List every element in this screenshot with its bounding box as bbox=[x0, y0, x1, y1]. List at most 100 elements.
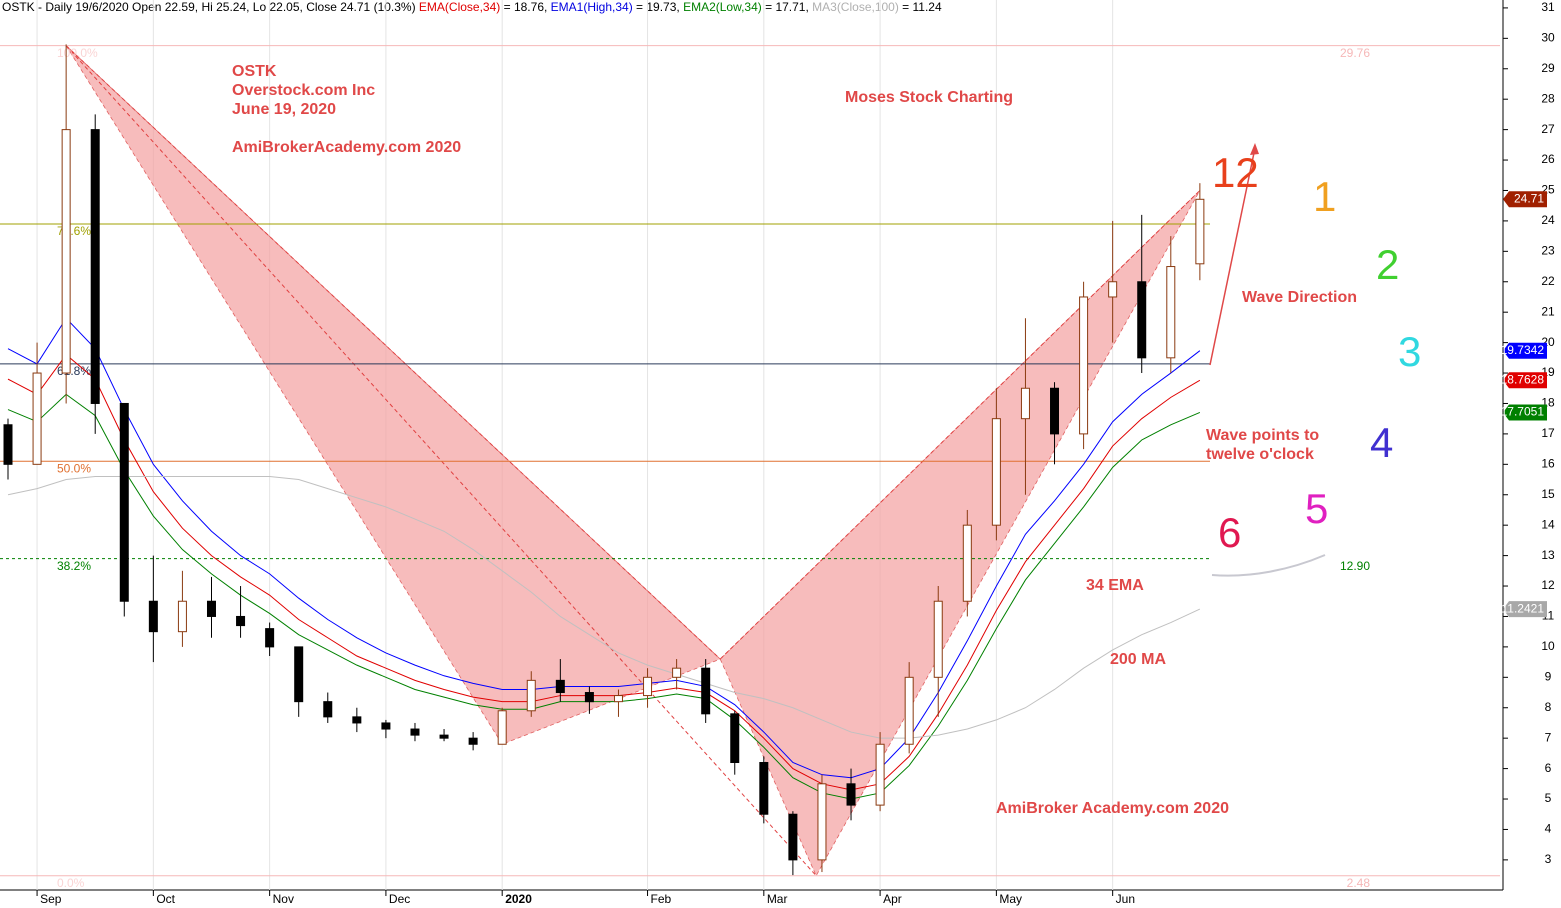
annotation: Overstock.com Inc bbox=[232, 82, 375, 99]
x-tick-label: 2020 bbox=[505, 892, 532, 906]
candle-body bbox=[643, 676, 653, 697]
candle-body bbox=[294, 646, 304, 703]
candle-body bbox=[672, 667, 682, 678]
candle-body bbox=[555, 679, 565, 694]
indicator-line bbox=[7, 393, 1201, 800]
y-tick-label: 21 bbox=[1541, 304, 1555, 318]
y-tick-label: 22 bbox=[1541, 274, 1555, 288]
value-tag bbox=[1503, 191, 1547, 208]
candle-body bbox=[381, 722, 391, 730]
candle-body bbox=[206, 600, 216, 617]
value-tag-label: 17.7051 bbox=[1501, 405, 1545, 419]
y-tick-label: 13 bbox=[1541, 548, 1555, 562]
annotation: AmiBroker Academy.com 2020 bbox=[996, 800, 1229, 817]
candle-body bbox=[148, 600, 158, 633]
candle-body bbox=[701, 667, 711, 715]
fib-label: 100.0% bbox=[57, 46, 98, 60]
indicator-line bbox=[7, 475, 1201, 739]
fib-price-label: 12.90 bbox=[1340, 559, 1370, 573]
header-segment: = 11.24 bbox=[899, 0, 942, 14]
value-tag-label: 11.2421 bbox=[1502, 601, 1545, 615]
x-tick-label: Jun bbox=[1116, 892, 1135, 906]
clock-number: 6 bbox=[1218, 509, 1241, 556]
candle-body bbox=[1166, 266, 1176, 359]
clock-number: 4 bbox=[1370, 419, 1393, 466]
fib-label: 50.0% bbox=[57, 461, 91, 475]
annotation: June 19, 2020 bbox=[232, 101, 336, 118]
annotation: twelve o'clock bbox=[1206, 446, 1314, 463]
header-segment: = 19.73, bbox=[633, 0, 683, 14]
y-tick-label: 26 bbox=[1541, 152, 1555, 166]
candle-body bbox=[90, 129, 100, 404]
annotation: 34 EMA bbox=[1086, 577, 1144, 594]
clock-number: 5 bbox=[1305, 485, 1328, 532]
wave-arrowhead bbox=[1250, 143, 1259, 155]
header-segment: EMA1(High,34) bbox=[551, 0, 633, 14]
candle-body bbox=[468, 737, 478, 745]
y-tick-label: 28 bbox=[1541, 91, 1555, 105]
candle-body bbox=[933, 600, 943, 678]
candle-body bbox=[962, 524, 972, 602]
candle-body bbox=[730, 713, 740, 764]
annotation: OSTK bbox=[232, 63, 277, 80]
candle-body bbox=[439, 734, 449, 739]
candle-body bbox=[323, 701, 333, 718]
value-tag bbox=[1503, 372, 1547, 389]
candle-body bbox=[1050, 387, 1060, 435]
candle-body bbox=[1079, 296, 1089, 435]
candle-body bbox=[846, 783, 856, 806]
candle-body bbox=[613, 695, 623, 703]
y-tick-label: 31 bbox=[1541, 0, 1555, 14]
x-tick-label: Nov bbox=[273, 892, 294, 906]
y-tick-label: 6 bbox=[1545, 761, 1552, 775]
y-tick-label: 9 bbox=[1545, 669, 1552, 683]
candle-body bbox=[3, 424, 13, 465]
y-tick-label: 17 bbox=[1541, 426, 1555, 440]
candle-body bbox=[410, 728, 420, 736]
y-tick-label: 15 bbox=[1541, 487, 1555, 501]
clock-number: 12 bbox=[1212, 149, 1259, 196]
x-tick-label: May bbox=[999, 892, 1022, 906]
header-segment: EMA(Close,34) bbox=[419, 0, 500, 14]
candle-body bbox=[788, 813, 798, 861]
value-tag bbox=[1503, 342, 1547, 359]
annotation: 200 MA bbox=[1110, 651, 1166, 668]
y-tick-label: 7 bbox=[1545, 730, 1552, 744]
y-tick-label: 14 bbox=[1541, 517, 1555, 531]
x-tick-label: Mar bbox=[767, 892, 788, 906]
value-tag bbox=[1503, 404, 1547, 421]
clock-arc bbox=[1211, 554, 1326, 577]
y-tick-label: 16 bbox=[1541, 456, 1555, 470]
header: OSTK - Daily 19/6/2020 Open 22.59, Hi 25… bbox=[2, 0, 942, 14]
candle-body bbox=[352, 716, 362, 724]
y-tick-label: 30 bbox=[1541, 31, 1555, 45]
fib-price-label: 29.76 bbox=[1340, 46, 1370, 60]
clock-number: 3 bbox=[1398, 328, 1421, 375]
candle-body bbox=[1108, 281, 1118, 298]
x-tick-label: Dec bbox=[389, 892, 410, 906]
clock-number: 1 bbox=[1313, 173, 1336, 220]
pattern-leg bbox=[65, 45, 817, 877]
indicator-line bbox=[7, 354, 1201, 791]
header-segment: MA3(Close,100) bbox=[812, 0, 899, 14]
candle-body bbox=[904, 676, 914, 745]
y-tick-label: 29 bbox=[1541, 61, 1555, 75]
x-tick-label: Sep bbox=[40, 892, 62, 906]
header-segment: OSTK - Daily 19/6/2020 Open 22.59, Hi 25… bbox=[2, 0, 419, 14]
candle-body bbox=[759, 762, 769, 815]
value-tag-label: 24.71 bbox=[1514, 191, 1544, 205]
y-tick-label: 3 bbox=[1545, 852, 1552, 866]
candle-body bbox=[177, 600, 187, 633]
candle-body bbox=[526, 679, 536, 712]
candle-body bbox=[1020, 387, 1030, 420]
x-tick-label: Oct bbox=[156, 892, 175, 906]
candle-body bbox=[265, 628, 275, 648]
candle-body bbox=[1195, 198, 1205, 265]
pattern-leg bbox=[65, 45, 721, 660]
value-tag bbox=[1503, 601, 1547, 618]
y-tick-label: 5 bbox=[1545, 791, 1552, 805]
candle-body bbox=[1137, 281, 1147, 359]
x-tick-label: Feb bbox=[651, 892, 672, 906]
annotation: Moses Stock Charting bbox=[845, 89, 1013, 106]
